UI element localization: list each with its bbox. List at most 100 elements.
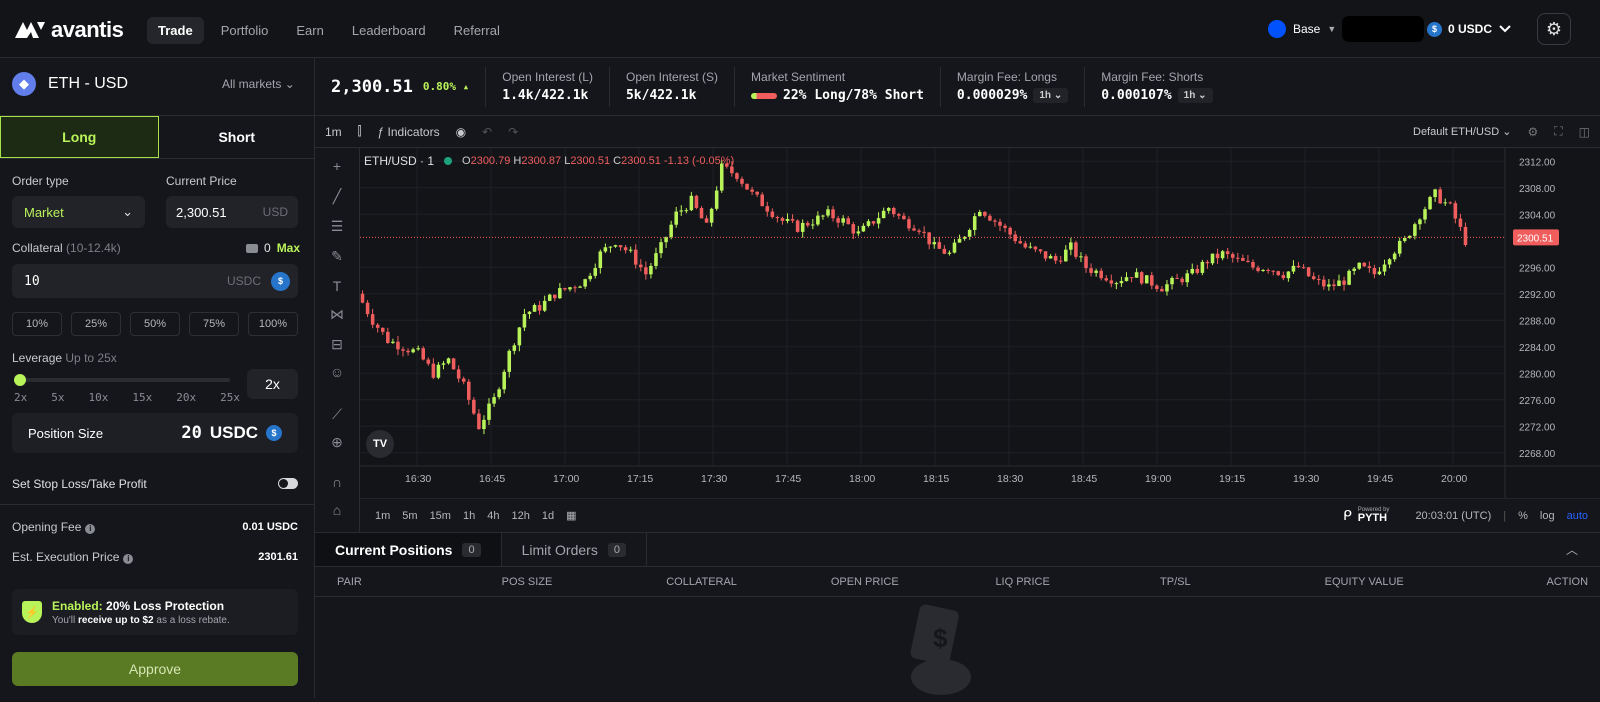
tf-button[interactable]: 5m	[402, 509, 418, 522]
account-address-redacted[interactable]	[1342, 16, 1424, 42]
collapse-icon[interactable]: ︿	[1565, 543, 1578, 557]
fullscreen-icon[interactable]: ⛶	[1554, 124, 1563, 138]
current-positions-count: 0	[462, 542, 481, 557]
leverage-tick: 20x	[176, 391, 197, 404]
max-button[interactable]: Max	[276, 241, 301, 255]
redo-icon[interactable]: ↷	[508, 124, 519, 139]
candle-body	[1099, 270, 1103, 279]
brush-icon[interactable]: ✎	[331, 248, 343, 264]
nav-item-referral[interactable]: Referral	[453, 23, 500, 38]
pct-10-button[interactable]: 10%	[12, 312, 62, 336]
info-icon[interactable]: i	[85, 523, 96, 534]
usdc-icon: $	[266, 425, 282, 441]
interval-button[interactable]: 1m	[325, 124, 342, 139]
fee-short-period-select[interactable]: 1h ⌄	[1177, 88, 1213, 103]
indicators-button[interactable]: ƒ Indicators	[378, 125, 440, 139]
pct-50-button[interactable]: 50%	[130, 312, 180, 336]
positions-panel: Current Positions 0 Limit Orders 0 ︿ PAIR …	[315, 532, 1600, 698]
nav-item-leaderboard[interactable]: Leaderboard	[351, 23, 426, 38]
candle-body	[1311, 276, 1316, 280]
tf-button[interactable]: 12h	[511, 509, 530, 522]
calendar-icon[interactable]: ▦	[566, 510, 577, 522]
candle-type-icon[interactable]: ⫿	[357, 124, 362, 138]
info-icon[interactable]: i	[123, 553, 134, 564]
chart-toolbar: 1m ⫿ ƒ Indicators ◉ ↶ ↷ Default ETH/USD …	[315, 116, 1600, 148]
tradingview-logo-icon[interactable]: TV	[366, 430, 394, 458]
order-type-label: Order type	[12, 174, 69, 188]
tab-short[interactable]: Short	[218, 129, 256, 145]
auto-toggle[interactable]: auto	[1566, 509, 1588, 522]
fib-icon[interactable]: ☰	[330, 218, 344, 234]
lock-icon[interactable]: ⌂	[332, 502, 342, 518]
nav-item-portfolio[interactable]: Portfolio	[220, 23, 269, 38]
pattern-icon[interactable]: ⋈	[330, 306, 344, 322]
candle-body	[502, 371, 506, 390]
chain-selector[interactable]: Base ▼	[1268, 20, 1336, 38]
tab-current-positions[interactable]: Current Positions 0	[315, 533, 502, 566]
camera-icon[interactable]: ◫	[1578, 124, 1590, 139]
tf-button[interactable]: 1m	[375, 509, 391, 522]
collateral-label: Collateral (10-12.4k)	[12, 241, 121, 255]
leverage-slider-handle[interactable]	[14, 374, 26, 386]
price-chart[interactable]: ETH/USD · 1 O2300.79 H2300.87 L2300.51 C…	[360, 148, 1600, 498]
zoom-icon[interactable]: ⊕	[331, 434, 343, 450]
fee-long-period-select[interactable]: 1h ⌄	[1033, 88, 1069, 103]
percent-toggle[interactable]: %	[1518, 509, 1528, 522]
limit-orders-count: 0	[607, 542, 626, 557]
magnet-icon[interactable]: ∩	[331, 474, 343, 490]
emoji-icon[interactable]: ☺	[329, 364, 345, 380]
tab-limit-orders[interactable]: Limit Orders 0	[502, 533, 647, 566]
wallet-balance[interactable]: $ 0 USDC	[1427, 16, 1512, 42]
candle-body	[1018, 241, 1023, 244]
tf-button[interactable]: 15m	[429, 509, 451, 522]
candle-body	[522, 314, 527, 328]
leverage-slider-track[interactable]	[14, 378, 230, 382]
protection-text-b: receive up to $2	[78, 614, 154, 626]
text-icon[interactable]: T	[332, 278, 342, 294]
candle-body	[598, 251, 603, 269]
candle-body	[416, 348, 420, 350]
candle-body	[846, 218, 850, 225]
tf-button[interactable]: 1d	[541, 509, 555, 522]
settings-button[interactable]: ⚙	[1537, 13, 1571, 45]
tab-long[interactable]: Long	[0, 116, 159, 158]
pair-label: ETH - USD	[48, 75, 128, 92]
collateral-input[interactable]: 10 USDC $	[12, 264, 298, 298]
candle-body	[1246, 260, 1250, 262]
order-type-select[interactable]: Market ⌄	[12, 196, 145, 228]
candle-body	[1038, 249, 1043, 252]
nav-item-earn[interactable]: Earn	[296, 23, 324, 38]
crosshair-icon[interactable]: +	[332, 158, 342, 174]
ruler-icon[interactable]: ⟋	[332, 406, 342, 422]
approve-button[interactable]: Approve	[12, 652, 298, 686]
candle-body	[1170, 277, 1174, 285]
tf-button[interactable]: 4h	[487, 509, 500, 522]
leverage-input[interactable]: 2x	[247, 369, 298, 399]
undo-icon[interactable]: ↶	[482, 124, 493, 139]
powered-by: Powered by	[1357, 507, 1390, 513]
pct-25-button[interactable]: 25%	[71, 312, 121, 336]
candle-body	[1402, 237, 1407, 241]
log-toggle[interactable]: log	[1539, 509, 1555, 522]
tf-button[interactable]: 1h	[462, 509, 476, 522]
all-markets-dropdown[interactable]: All markets ⌄	[222, 77, 295, 91]
measure-icon[interactable]: ⊟	[331, 336, 343, 352]
trendline-icon[interactable]: ╱	[332, 188, 342, 204]
x-tick-label: 17:15	[627, 473, 653, 485]
pct-75-button[interactable]: 75%	[189, 312, 239, 336]
sltp-toggle[interactable]	[278, 478, 298, 489]
nav-item-trade[interactable]: Trade	[147, 17, 204, 44]
pct-100-button[interactable]: 100%	[248, 312, 298, 336]
chart-settings-icon[interactable]: ⚙	[1527, 124, 1539, 139]
utc-clock[interactable]: 20:03:01 (UTC)	[1415, 509, 1492, 522]
brand-logo[interactable]: avantis	[15, 17, 124, 43]
col-open-price: OPEN PRICE	[830, 575, 899, 588]
candle-body	[618, 245, 623, 248]
ohlc-change: -1.13 (-0.05%)	[663, 155, 735, 167]
candle-body	[1185, 273, 1189, 283]
layout-select[interactable]: Default ETH/USD ⌄	[1413, 125, 1511, 138]
wallet-icon	[246, 243, 258, 253]
market-selector[interactable]: ◆ ETH - USD	[12, 72, 128, 96]
candle-body	[1109, 280, 1114, 284]
eye-icon[interactable]: ◉	[455, 124, 467, 139]
